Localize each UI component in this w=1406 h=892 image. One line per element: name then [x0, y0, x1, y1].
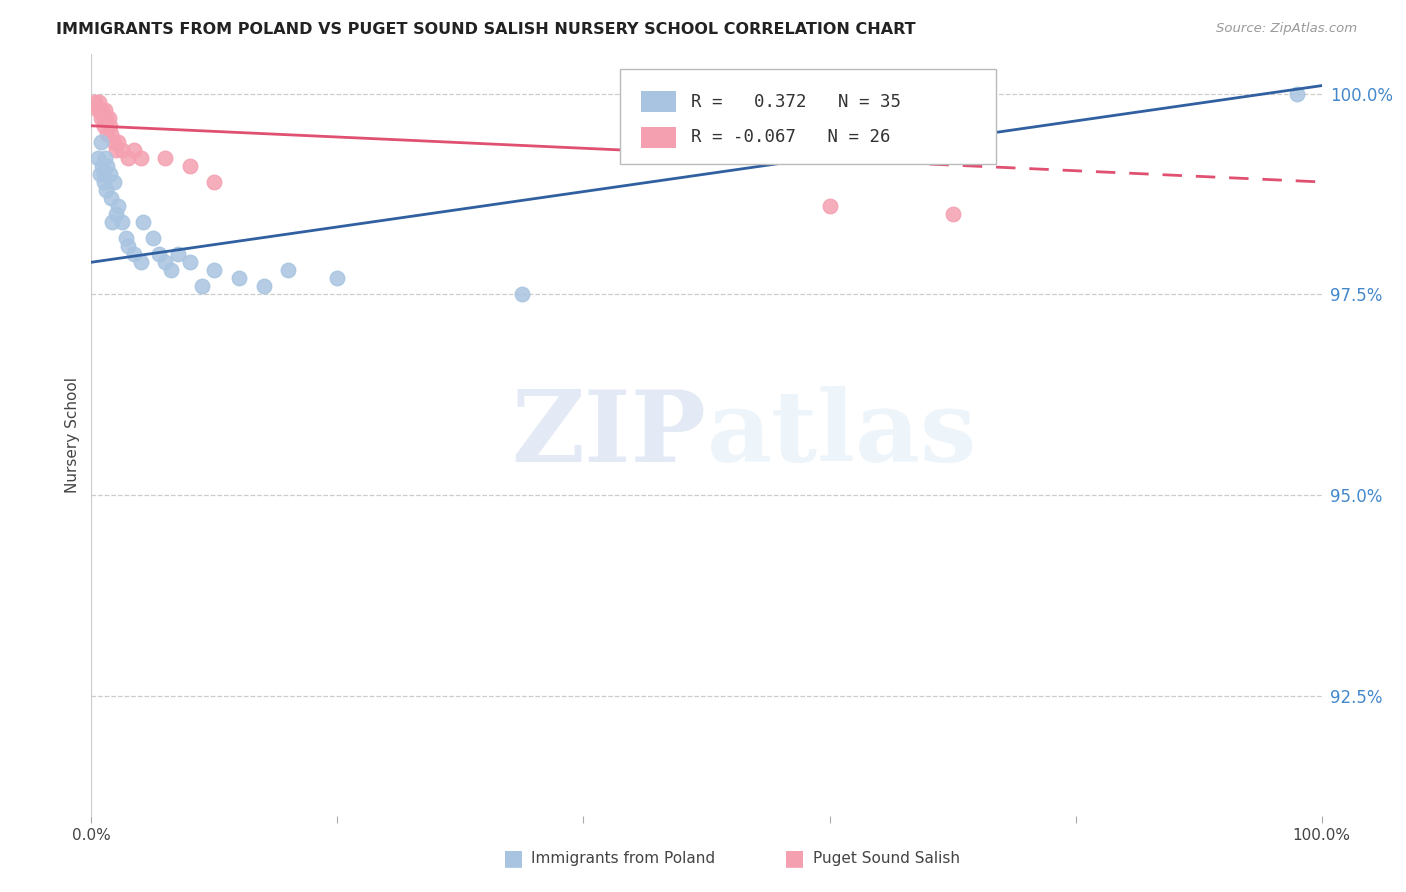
Point	[107, 199, 129, 213]
Point	[142, 231, 165, 245]
Point	[105, 143, 127, 157]
Point	[124, 247, 146, 261]
Point	[96, 127, 118, 141]
Bar	[641, 91, 676, 112]
Point	[101, 215, 124, 229]
Text: Puget Sound Salish: Puget Sound Salish	[813, 851, 960, 865]
Point	[90, 111, 112, 125]
Point	[96, 183, 117, 197]
Text: R = -0.067   N = 26: R = -0.067 N = 26	[690, 128, 890, 146]
Text: ■: ■	[503, 848, 523, 868]
Point	[90, 135, 112, 149]
Point	[179, 159, 201, 173]
Point	[103, 175, 125, 189]
Point	[93, 111, 115, 125]
Point	[941, 207, 963, 221]
Point	[86, 151, 108, 165]
Point	[93, 175, 115, 189]
Point	[111, 143, 134, 157]
Point	[111, 215, 134, 229]
Text: atlas: atlas	[706, 386, 977, 483]
Text: Immigrants from Poland: Immigrants from Poland	[531, 851, 716, 865]
Point	[107, 135, 129, 149]
Point	[103, 135, 125, 149]
Bar	[641, 127, 676, 148]
Text: Source: ZipAtlas.com: Source: ZipAtlas.com	[1216, 22, 1357, 36]
Text: R =   0.372   N = 35: R = 0.372 N = 35	[690, 93, 900, 111]
Point	[84, 95, 107, 109]
Point	[94, 151, 117, 165]
Point	[117, 239, 139, 253]
Point	[179, 255, 201, 269]
Point	[117, 151, 139, 165]
Point	[91, 159, 114, 173]
Point	[96, 159, 118, 173]
Point	[160, 263, 183, 277]
Point	[98, 119, 121, 133]
Point	[89, 167, 111, 181]
Text: ■: ■	[785, 848, 804, 868]
FancyBboxPatch shape	[620, 69, 995, 164]
Point	[93, 167, 115, 181]
Point	[96, 111, 117, 125]
Point	[93, 119, 115, 133]
Point	[253, 279, 276, 293]
Point	[228, 271, 250, 285]
Y-axis label: Nursery School: Nursery School	[65, 376, 80, 493]
Point	[97, 111, 120, 125]
Point	[100, 127, 122, 141]
Point	[132, 215, 155, 229]
Point	[153, 151, 177, 165]
Point	[86, 103, 108, 117]
Point	[114, 231, 138, 245]
Point	[105, 207, 127, 221]
Point	[124, 143, 146, 157]
Point	[326, 271, 349, 285]
Point	[277, 263, 299, 277]
Point	[818, 199, 841, 213]
Point	[98, 167, 121, 181]
Point	[1285, 87, 1308, 101]
Point	[202, 263, 225, 277]
Point	[100, 191, 122, 205]
Point	[94, 103, 117, 117]
Point	[202, 175, 225, 189]
Point	[91, 103, 114, 117]
Point	[510, 287, 533, 301]
Point	[129, 255, 152, 269]
Point	[89, 103, 111, 117]
Point	[148, 247, 170, 261]
Point	[129, 151, 152, 165]
Point	[191, 279, 214, 293]
Point	[153, 255, 177, 269]
Text: IMMIGRANTS FROM POLAND VS PUGET SOUND SALISH NURSERY SCHOOL CORRELATION CHART: IMMIGRANTS FROM POLAND VS PUGET SOUND SA…	[56, 22, 915, 37]
Point	[87, 95, 110, 109]
Text: ZIP: ZIP	[512, 386, 706, 483]
Point	[166, 247, 188, 261]
